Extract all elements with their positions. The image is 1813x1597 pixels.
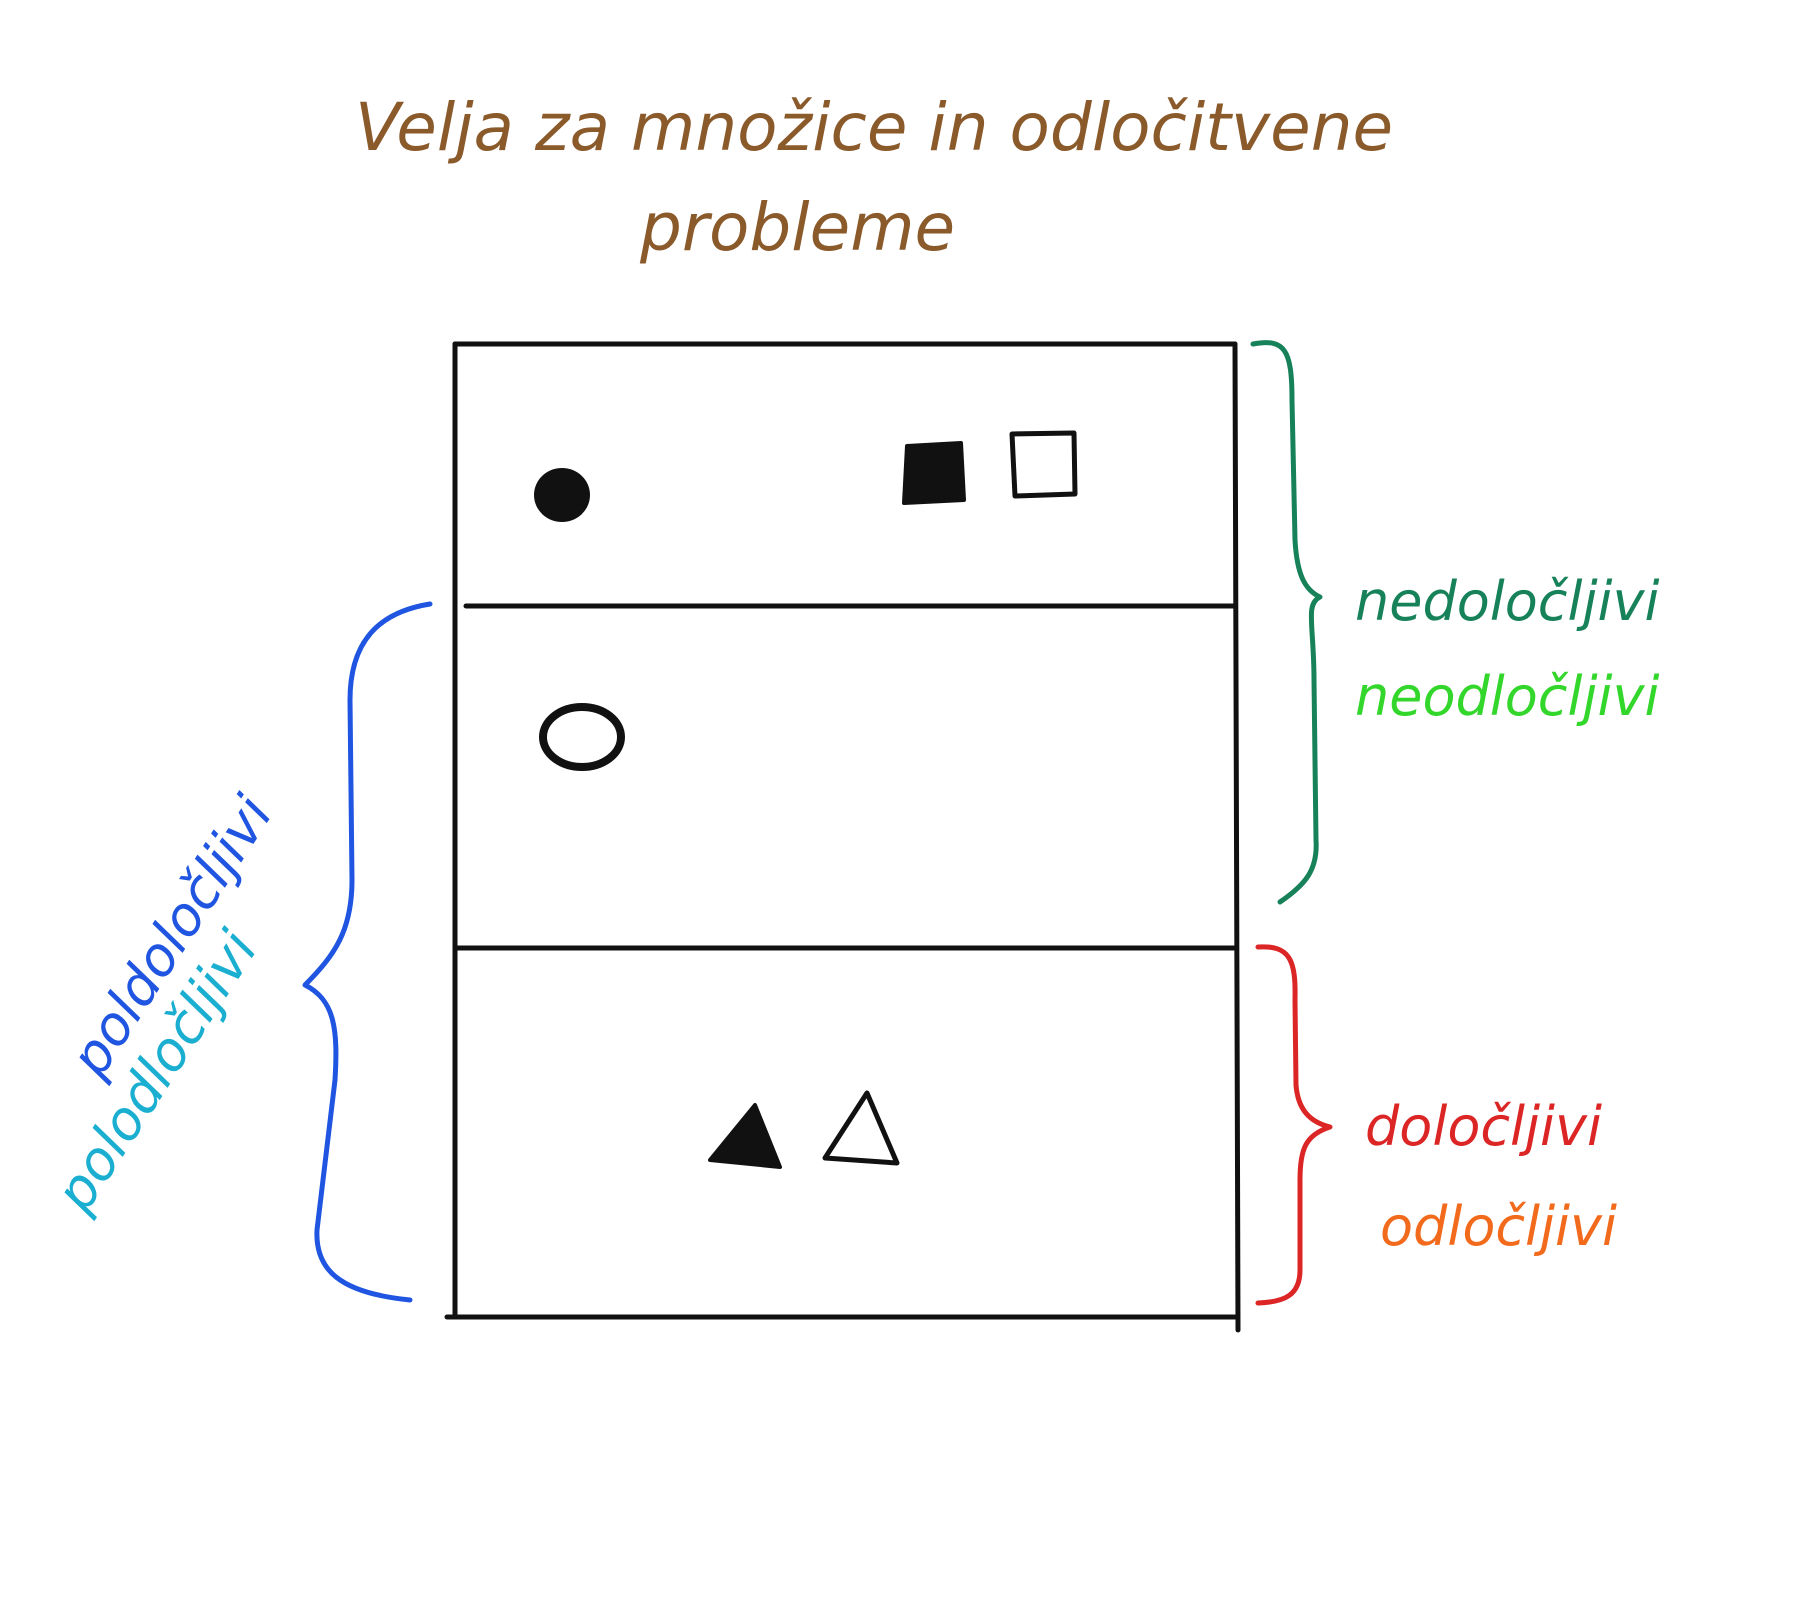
label-dolocljivi: določljivi	[1365, 1095, 1602, 1158]
region-bottom	[708, 1090, 900, 1169]
brace-right-top	[1250, 340, 1323, 905]
diagram-title-line-1: Velja za množice in odločitvene	[355, 89, 1393, 166]
brace-left	[302, 601, 433, 1303]
filled-triangle-icon	[708, 1103, 782, 1169]
hollow-triangle-icon	[822, 1090, 900, 1166]
region-box	[444, 341, 1241, 1333]
label-odlocljivi: odločljivi	[1380, 1195, 1617, 1258]
hollow-circle-icon	[539, 703, 625, 771]
region-middle	[539, 703, 625, 771]
label-neodlocljivi: neodločljivi	[1355, 665, 1659, 728]
filled-square-icon	[902, 441, 966, 505]
label-nedolocljivi: nedoločljivi	[1355, 570, 1659, 633]
box-right-edge	[1232, 341, 1241, 1333]
diagram-title-line-2: probleme	[639, 189, 955, 266]
hollow-square-icon	[1009, 430, 1078, 499]
brace-right-bottom	[1255, 944, 1333, 1306]
region-top	[534, 430, 1078, 522]
filled-circle-icon	[534, 468, 590, 522]
